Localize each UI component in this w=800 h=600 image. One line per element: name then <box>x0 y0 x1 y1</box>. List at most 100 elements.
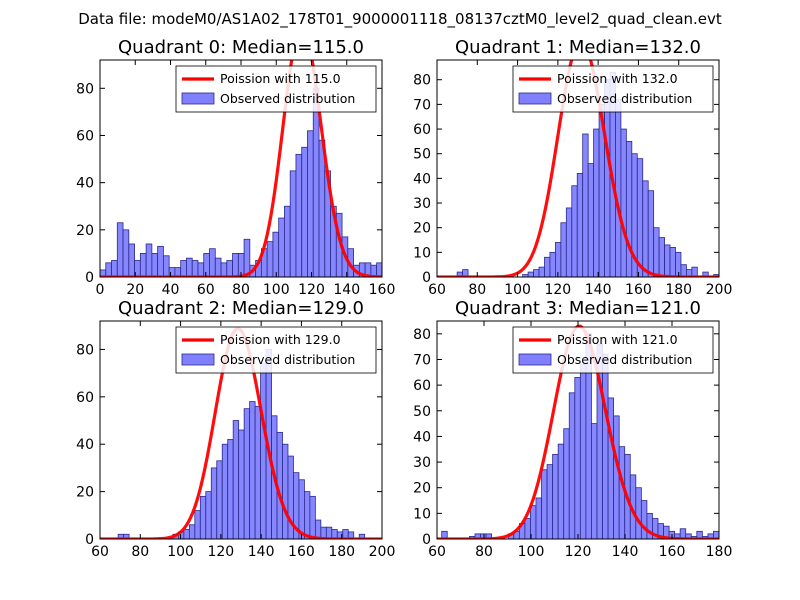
histogram-bar <box>301 146 308 277</box>
histogram-bar <box>128 243 135 277</box>
histogram-bar <box>210 467 218 539</box>
legend-label-poisson: Poission with 121.0 <box>557 332 678 347</box>
y-tick-label: 80 <box>76 81 94 97</box>
histogram-bar <box>602 353 609 539</box>
histogram-bar <box>620 128 627 277</box>
histogram-bar <box>441 530 448 539</box>
y-tick-label: 60 <box>76 390 94 406</box>
y-tick-label: 0 <box>422 270 431 286</box>
legend-label-observed: Observed distribution <box>557 91 692 106</box>
histogram-bar <box>220 262 228 277</box>
legend-label-poisson: Poission with 115.0 <box>220 71 341 86</box>
histogram-bar <box>139 253 147 277</box>
histogram-bar <box>613 415 620 539</box>
histogram-bar <box>571 185 578 277</box>
histogram-bar <box>544 256 551 277</box>
histogram-bar <box>579 364 587 539</box>
histogram-bar <box>533 269 540 277</box>
histogram-bar <box>197 262 205 277</box>
histogram-bar <box>696 530 703 539</box>
histogram-bar <box>582 133 589 277</box>
axes-frame <box>99 320 383 540</box>
x-tick-label: 0 <box>96 282 105 298</box>
legend-label-observed: Observed distribution <box>220 352 355 367</box>
histogram-bar <box>227 439 234 539</box>
histogram-bar <box>249 401 256 539</box>
legend-bar-swatch <box>518 353 552 366</box>
histogram-bar <box>216 460 223 539</box>
x-tick-label: 160 <box>369 282 396 298</box>
histogram-bar <box>162 255 170 277</box>
histogram-bar <box>180 260 187 277</box>
histogram-bar <box>151 253 159 277</box>
histogram-bar <box>524 518 531 539</box>
quadrant-0-chart: Quadrant 0: Median=115.0 0 20 40 60 80 100 120 1… <box>76 37 396 298</box>
legend-bar-swatch <box>518 92 552 105</box>
histogram-bar <box>560 222 567 277</box>
y-tick-label: 0 <box>85 270 94 286</box>
x-tick-label: 120 <box>298 282 325 298</box>
histogram-bar <box>304 491 311 539</box>
quadrant-1-legend: Poission with 132.0 Observed distribution <box>512 65 714 113</box>
histogram-bar <box>538 266 545 277</box>
quadrant-1-title: Quadrant 1: Median=132.0 <box>455 37 701 58</box>
histogram-bar <box>625 140 633 277</box>
x-tick-label: 40 <box>162 282 180 298</box>
histogram-bar <box>203 253 210 277</box>
histogram-bar <box>527 271 534 277</box>
figure-title: Data file: modeM0/AS1A02_178T01_90000011… <box>78 10 722 29</box>
x-tick-label: 120 <box>565 544 592 560</box>
histogram-bar <box>243 408 251 539</box>
x-tick-label: 60 <box>197 282 215 298</box>
histogram-bar <box>554 242 562 277</box>
y-tick-label: 30 <box>413 196 431 212</box>
y-tick-label: 60 <box>413 378 431 394</box>
histogram-bar <box>289 170 297 277</box>
histogram-bar <box>535 497 542 539</box>
histogram-bar <box>272 231 280 277</box>
y-tick-label: 80 <box>413 73 431 89</box>
y-tick-label: 60 <box>76 128 94 144</box>
legend-box <box>512 326 714 374</box>
histogram-bar <box>552 453 559 539</box>
legend-label-poisson: Poission with 132.0 <box>557 71 678 86</box>
histogram-bar <box>266 241 274 277</box>
quadrant-0-legend: Poission with 115.0 Observed distribution <box>175 65 377 113</box>
x-tick-label: 60 <box>91 544 109 560</box>
quadrant-2-plot-area <box>100 327 382 539</box>
y-tick-label: 70 <box>413 97 431 113</box>
x-tick-label: 60 <box>428 282 446 298</box>
histogram-bar <box>221 443 229 539</box>
axes-frame <box>436 59 720 278</box>
histogram-bar <box>576 173 584 277</box>
x-tick-label: 60 <box>428 544 446 560</box>
legend-label-observed: Observed distribution <box>557 352 692 367</box>
legend-bar-swatch <box>181 92 215 105</box>
histogram-bar <box>186 257 193 277</box>
histogram-bar <box>214 257 222 277</box>
histogram-bar <box>593 128 600 277</box>
x-tick-label: 160 <box>659 544 686 560</box>
x-tick-label: 140 <box>585 282 612 298</box>
x-tick-label: 120 <box>207 544 234 560</box>
histogram-bar <box>635 487 642 539</box>
legend-bar-swatch <box>181 353 215 366</box>
y-tick-label: 40 <box>413 171 431 187</box>
histogram-bar <box>646 512 653 539</box>
quadrant-1-chart: Quadrant 1: Median=132.060 80 100 120 140 160… <box>413 37 732 298</box>
histogram-bar <box>318 139 326 277</box>
histogram-bar <box>636 158 644 277</box>
histogram-bar <box>254 405 261 539</box>
histogram-bar <box>209 248 216 277</box>
y-tick-label: 30 <box>413 455 431 471</box>
x-tick-label: 180 <box>328 544 355 560</box>
histogram-bar <box>238 429 245 539</box>
y-tick-label: 40 <box>76 176 94 192</box>
histogram-bar <box>116 222 124 277</box>
x-tick-label: 80 <box>131 544 149 560</box>
y-tick-label: 40 <box>76 437 94 453</box>
histogram-bar <box>647 190 655 277</box>
y-tick-label: 0 <box>85 532 94 548</box>
y-tick-label: 50 <box>413 404 431 420</box>
